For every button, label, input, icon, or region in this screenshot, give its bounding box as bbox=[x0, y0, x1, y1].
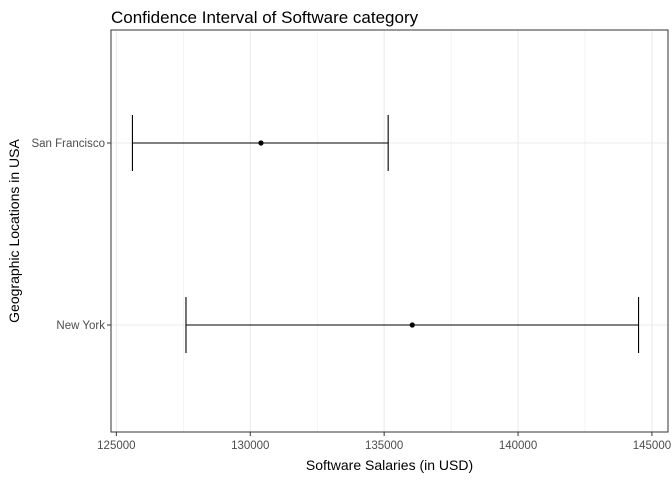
chart-title: Confidence Interval of Software category bbox=[111, 8, 419, 27]
y-axis-title: Geographic Locations in USA bbox=[6, 139, 22, 323]
x-tick-label: 135000 bbox=[365, 440, 403, 452]
plot-panel-border bbox=[110, 29, 669, 433]
x-tick-label: 130000 bbox=[231, 440, 269, 452]
mean-point bbox=[258, 140, 264, 146]
marks-layer bbox=[131, 115, 640, 353]
x-tick-label: 125000 bbox=[97, 440, 135, 452]
x-axis-title: Software Salaries (in USD) bbox=[306, 457, 473, 473]
mean-point bbox=[409, 322, 415, 328]
x-tick-label: 140000 bbox=[499, 440, 537, 452]
y-tick-label: San Francisco bbox=[31, 138, 105, 150]
axis-layer: 125000 130000 135000 140000 145000 San Franci… bbox=[31, 138, 671, 452]
y-tick-label: New York bbox=[56, 320, 105, 332]
grid-layer bbox=[111, 30, 668, 432]
x-tick-label: 145000 bbox=[633, 440, 671, 452]
